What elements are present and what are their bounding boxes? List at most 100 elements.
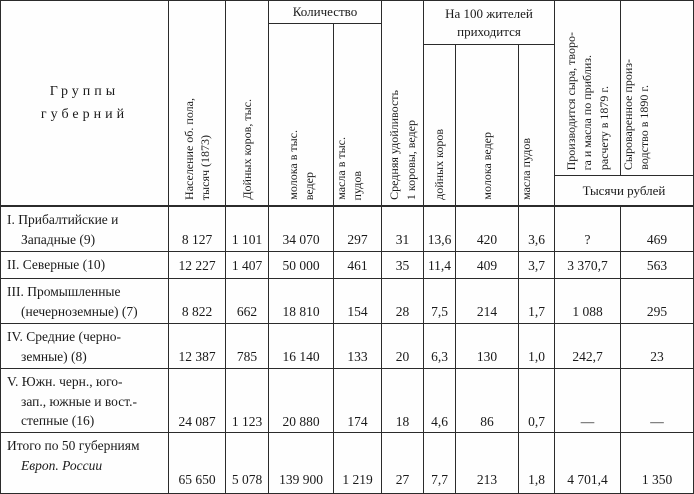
data-cell: 24 087 — [169, 369, 226, 435]
row-label-line: V. Южн. черн., юго- — [7, 374, 123, 389]
vertical-label: масла пудов — [519, 138, 533, 200]
col-group-rubles: Производится сыра, творо- га и масла по … — [555, 1, 693, 205]
vertical-label: молока в тыс. — [285, 130, 300, 200]
groups-header-line: губерний — [40, 106, 129, 122]
row-label: V. Южн. черн., юго- зап., южные и вост.-… — [1, 369, 169, 435]
data-cell: 3 370,7 — [555, 252, 621, 279]
col-header-per100-milk: молока ведер — [456, 45, 519, 205]
data-cell: 23 — [650, 349, 664, 365]
per100-group-line: На 100 жителей — [445, 5, 533, 21]
vertical-label: Средняя удойливость — [387, 90, 402, 200]
data-cell: 139 900 — [269, 433, 334, 493]
data-cell: 1 123 — [226, 369, 269, 435]
vertical-label: пудов — [350, 170, 365, 200]
vertical-label: водство в 1890 г. — [637, 85, 652, 170]
data-cell: — — [555, 369, 621, 435]
data-cell: 1 088 — [555, 279, 621, 326]
data-cell: 1,0 — [519, 324, 555, 371]
data-cell: 420 — [456, 207, 519, 254]
data-cell: 8 822 — [169, 279, 226, 326]
data-cell: 563 — [646, 257, 668, 273]
data-cell: 86 — [456, 369, 519, 435]
vertical-label: молока ведер — [479, 132, 494, 200]
col-header-milk: молока в тыс. ведер — [269, 24, 334, 205]
row-label: II. Северные (10) — [1, 252, 169, 279]
data-cell: 50 000 — [269, 252, 334, 279]
col-header-produced-1879: Производится сыра, творо- га и масла по … — [555, 1, 621, 175]
data-cell: 35 — [382, 252, 424, 279]
row-label: I. Прибалтийские и Западные (9) — [1, 207, 169, 254]
data-cell: 1,7 — [519, 279, 555, 326]
data-cell: 1 219 — [334, 433, 382, 493]
col-group-quantity: Количество молока в тыс. ведер масла в т… — [269, 1, 382, 205]
data-cell: 662 — [226, 279, 269, 326]
row-label: IV. Средние (черно- земные) (8) — [1, 324, 169, 371]
data-cell: 174 — [334, 369, 382, 435]
data-cell: 65 650 — [169, 433, 226, 493]
table-row: V. Южн. черн., юго- зап., южные и вост.-… — [1, 368, 693, 435]
row-label-line: степные (16) — [21, 413, 95, 429]
row-label-line: Итого по 50 губерниям — [7, 438, 140, 453]
data-cell: 27 — [382, 433, 424, 493]
data-cell: 130 — [456, 324, 519, 371]
table-row: IV. Средние (черно- земные) (8) 12 387 7… — [1, 323, 693, 371]
vertical-label: 1 коровы, ведер — [403, 119, 418, 200]
data-cell: 214 — [456, 279, 519, 326]
data-cell: — — [650, 413, 664, 429]
data-cell: 20 880 — [269, 369, 334, 435]
table-header: Группы губерний Население об. пола, тыся… — [1, 1, 693, 207]
data-cell: 1 350 — [641, 472, 673, 487]
data-cell: 6,3 — [424, 324, 456, 371]
data-cell: 12 387 — [169, 324, 226, 371]
data-cell: 7,5 — [424, 279, 456, 326]
vertical-label: ведер — [302, 171, 316, 200]
data-cell: 213 — [456, 433, 519, 493]
data-cell: 785 — [226, 324, 269, 371]
data-cell: 133 — [334, 324, 382, 371]
data-cell: 0,7 — [519, 369, 555, 435]
per100-subcolumns: дойных коров молока ведер масла пудов — [424, 45, 554, 205]
data-cell: 1 101 — [226, 207, 269, 254]
data-cell: 4,6 — [424, 369, 456, 435]
per100-group-line: приходится — [457, 23, 521, 39]
data-cell: 409 — [456, 252, 519, 279]
vertical-label: Дойных коров, тыс. — [239, 99, 254, 200]
table-row: I. Прибалтийские и Западные (9) 8 127 1 … — [1, 207, 693, 254]
data-cell: 11,4 — [424, 252, 456, 279]
row-label-line: земные) (8) — [21, 348, 87, 364]
col-header-groups: Группы губерний — [1, 1, 169, 205]
data-cell: 28 — [382, 279, 424, 326]
data-cell: 18 810 — [269, 279, 334, 326]
vertical-label: Сыроваренное произ- — [621, 58, 635, 170]
per100-group-label: На 100 жителей приходится — [424, 1, 554, 45]
col-header-butter: масла в тыс. пудов — [334, 24, 364, 205]
data-cell: 295 — [646, 304, 668, 320]
row-label: III. Промышленные (нечерноземные) (7) — [1, 279, 169, 326]
data-cell: 242,7 — [555, 324, 621, 371]
row-label-line: Западные (9) — [21, 231, 96, 247]
data-cell: 154 — [334, 279, 382, 326]
data-cell: 3,6 — [519, 207, 555, 254]
rubles-subcolumns: Производится сыра, творо- га и масла по … — [555, 1, 693, 175]
row-label-line: Европ. России — [21, 457, 103, 473]
data-cell: 31 — [382, 207, 424, 254]
data-cell: 16 140 — [269, 324, 334, 371]
vertical-label: дойных коров — [432, 129, 447, 200]
vertical-label: га и масла по приблиз. — [580, 54, 595, 170]
data-cell: 297 — [334, 207, 382, 254]
data-cell: 12 227 — [169, 252, 226, 279]
data-cell: 1 407 — [226, 252, 269, 279]
vertical-label: Производится сыра, творо- — [564, 31, 579, 170]
col-header-per100-butter: масла пудов — [519, 45, 533, 205]
data-cell: 1,8 — [519, 433, 555, 493]
table-row: II. Северные (10) 12 227 1 407 50 000 46… — [1, 251, 693, 279]
table-row-totals: Итого по 50 губерниям Европ. России 65 6… — [1, 432, 693, 493]
data-cell: 3,7 — [519, 252, 555, 279]
vertical-label: масла в тыс. — [334, 137, 348, 200]
data-cell: 7,7 — [424, 433, 456, 493]
col-header-cows: Дойных коров, тыс. — [226, 1, 269, 205]
col-header-cheese-1890: Сыроваренное произ- водство в 1890 г. — [621, 1, 651, 175]
data-cell: 461 — [334, 252, 382, 279]
row-label-line: IV. Средние (черно- — [7, 329, 122, 344]
row-label-line: I. Прибалтийские и — [7, 212, 119, 227]
